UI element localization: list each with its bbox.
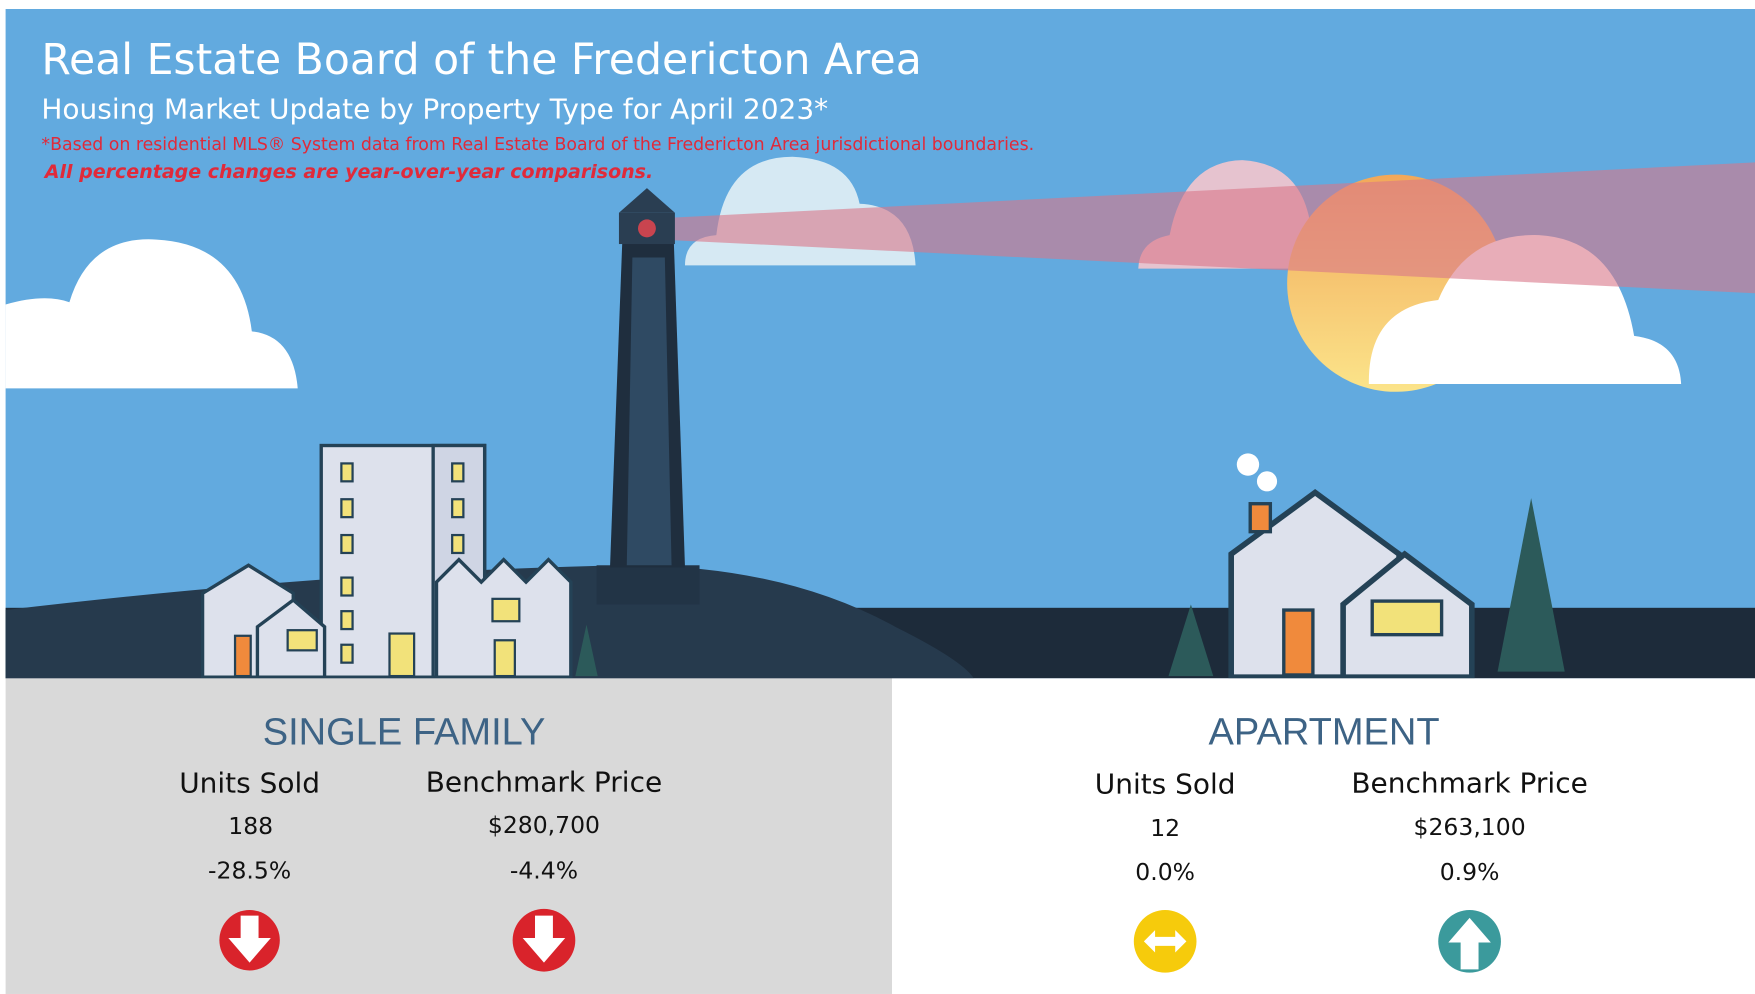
trend-down-icon xyxy=(219,910,279,970)
subtitle: Housing Market Update by Property Type f… xyxy=(41,93,828,126)
title: Real Estate Board of the Fredericton Are… xyxy=(41,36,921,85)
footnote: *Based on residential MLS® System data f… xyxy=(41,135,1034,155)
metric-label: Units Sold xyxy=(179,766,320,799)
metric-value: 12 xyxy=(1150,814,1180,842)
note: All percentage changes are year-over-yea… xyxy=(43,161,653,183)
section-title: SINGLE FAMILY xyxy=(263,711,546,753)
metric-label: Benchmark Price xyxy=(426,765,662,798)
metric-label: Benchmark Price xyxy=(1351,766,1587,799)
metric-value: $263,100 xyxy=(1414,813,1526,841)
trend-up-icon xyxy=(1438,910,1501,973)
metric-change: -28.5% xyxy=(208,857,291,885)
metric-value: 188 xyxy=(228,812,273,840)
metric-change: -4.4% xyxy=(510,857,578,885)
metric-change: 0.9% xyxy=(1440,858,1500,886)
page: Real Estate Board of the Fredericton Are… xyxy=(0,0,1755,994)
metric-label: Units Sold xyxy=(1095,768,1236,801)
trend-down-icon xyxy=(513,909,576,972)
section-title: APARTMENT xyxy=(1209,711,1440,753)
metric-change: 0.0% xyxy=(1135,858,1195,886)
trend-flat-icon xyxy=(1134,910,1197,973)
infographic: Real Estate Board of the Fredericton Are… xyxy=(0,0,1755,994)
metric-value: $280,700 xyxy=(488,811,600,839)
